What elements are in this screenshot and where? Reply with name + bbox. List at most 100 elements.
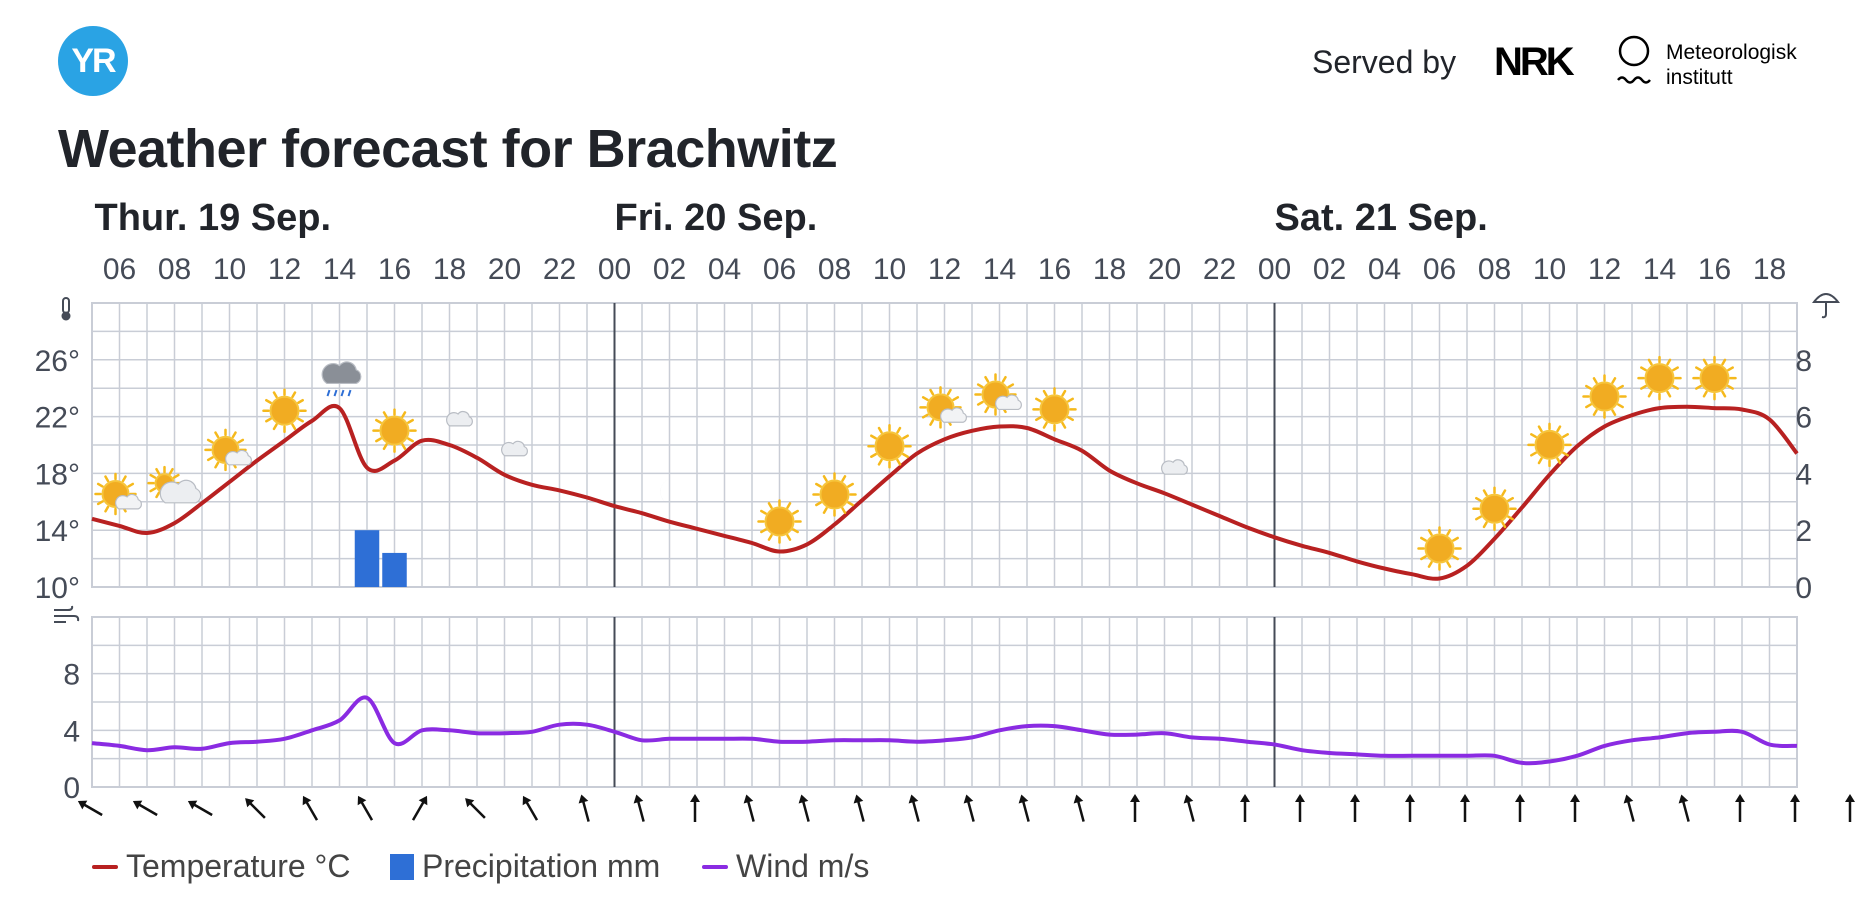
clear-sky-day-icon [262, 388, 307, 433]
wind-arrow [1350, 794, 1360, 822]
hour-tick-label: 14 [983, 253, 1016, 286]
thermometer-icon [61, 297, 71, 321]
sun-ray [976, 383, 984, 389]
umbrella-handle [1821, 302, 1827, 319]
sun-ray [1061, 389, 1067, 397]
sun-ray [1452, 536, 1459, 542]
wind-arrow [1570, 794, 1580, 822]
sun-ray [1727, 366, 1734, 372]
wind-arrow [465, 798, 486, 819]
wind-arrow [245, 798, 266, 819]
wind-arrow [853, 794, 865, 822]
sun-ray [291, 391, 297, 399]
sun-ray [149, 473, 157, 479]
sun-ray [1666, 390, 1672, 398]
sun-ray [929, 419, 935, 426]
sun-ray [1617, 384, 1624, 390]
sun-ray [902, 452, 909, 458]
sun-ray [1042, 421, 1048, 429]
sun-ray [1035, 397, 1042, 403]
partly-cloudy-day-icon [919, 386, 967, 429]
partly-cloudy-day-icon [94, 472, 142, 516]
wind-arrow [132, 800, 158, 817]
partly-cloudy-day-icon [204, 428, 252, 472]
wind-arrow [1073, 794, 1085, 822]
sun-ray [206, 438, 214, 444]
sun-ray [1702, 358, 1708, 366]
wind-arrow [690, 794, 700, 822]
sun-ray [1666, 358, 1672, 366]
sun-disc [819, 479, 850, 510]
sun-ray [265, 398, 272, 404]
day-label: Sat. 21 Sep. [1275, 197, 1488, 239]
cloud-shape [115, 493, 142, 510]
legend-wind-label: Wind m/s [736, 848, 870, 884]
sun-ray [401, 443, 407, 451]
sun-ray [792, 509, 799, 515]
sun-ray [1501, 489, 1507, 497]
sun-disc [1534, 429, 1565, 460]
cloud-shape [159, 479, 202, 504]
wind-arrow-head [77, 800, 88, 810]
sun-disc [1644, 363, 1675, 394]
rain-drop [326, 389, 331, 397]
hour-tick-label: 04 [1368, 253, 1401, 286]
yr-logo: YR [58, 26, 128, 96]
sun-disc [874, 431, 905, 462]
wind-arrow [1405, 794, 1415, 822]
legend-temperature: Temperature °C [92, 848, 350, 885]
sun-ray [407, 437, 414, 443]
wind-arrow-head [1735, 794, 1745, 802]
hour-tick-label: 18 [433, 253, 466, 286]
sun-ray [375, 418, 382, 424]
hour-tick-label: 14 [1643, 253, 1676, 286]
legend-wind: Wind m/s [702, 848, 869, 885]
sun-ray [1611, 377, 1617, 384]
wind-icon [54, 605, 80, 623]
sun-disc [764, 506, 795, 537]
wind-arrow [963, 794, 975, 822]
sun-ray [237, 438, 245, 444]
wind-arrow [1183, 794, 1195, 822]
sun-ray [127, 482, 135, 488]
hour-tick-label: 16 [378, 253, 411, 286]
wind-arrow [411, 795, 428, 821]
sun-ray [382, 411, 388, 419]
wind-arrow [1678, 794, 1690, 822]
legend-precipitation-label: Precipitation mm [422, 848, 661, 884]
forecast-chart: Thur. 19 Sep. Fri. 20 Sep. Sat. 21 Sep.06 0… [35, 197, 1855, 822]
temp-axis-label: 26° [35, 345, 80, 378]
cloud-shape [940, 407, 967, 423]
wind-arrow-head [1405, 794, 1415, 802]
precip-axis-label: 0 [1795, 572, 1812, 605]
sun-ray [168, 467, 174, 475]
sun-ray [841, 507, 847, 514]
legend-temperature-swatch [92, 864, 118, 869]
precip-axis-label: 2 [1795, 515, 1812, 548]
umbrella-icon [1811, 293, 1841, 319]
partly-cloudy-night-icon [435, 399, 473, 427]
wind-arrow-head [1350, 794, 1360, 802]
precip-axis-label: 4 [1795, 458, 1812, 491]
sun-ray [1702, 390, 1708, 398]
met-line1: Meteorologisk [1666, 41, 1797, 64]
wind-arrow-head [1295, 794, 1305, 802]
sun-ray [1721, 358, 1727, 366]
sun-ray [1537, 425, 1543, 433]
hour-tick-label: 04 [708, 253, 741, 286]
wind-arrow-head [1678, 794, 1689, 804]
sun-ray [1501, 521, 1507, 529]
cloud-shape [501, 440, 528, 457]
cloud-shape [995, 394, 1022, 411]
sun-ray [272, 391, 278, 399]
sun-ray [1592, 377, 1598, 384]
sun-ray [96, 500, 104, 506]
wind-arrow [1018, 794, 1030, 822]
wind-arrow [302, 795, 319, 821]
cloud-shape [1161, 459, 1188, 475]
sun-ray [1035, 416, 1042, 422]
sun-ray [1695, 366, 1702, 372]
sun-ray [870, 452, 877, 458]
sun-ray [1530, 433, 1537, 439]
sun-disc [379, 415, 410, 446]
